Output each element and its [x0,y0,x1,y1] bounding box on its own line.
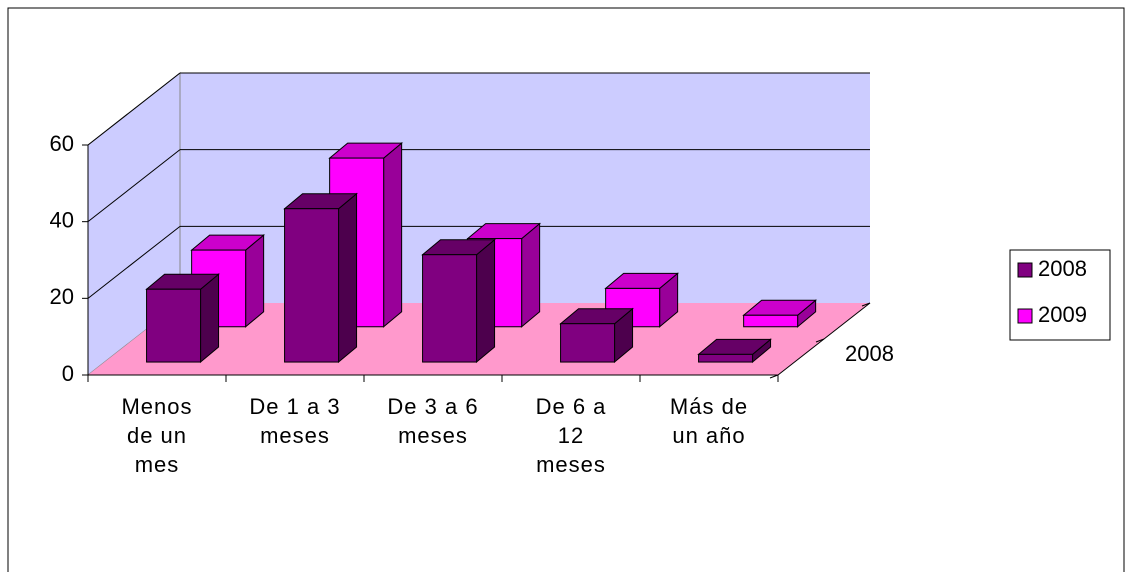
y-tick-label: 0 [62,361,74,386]
bar-side [521,222,541,328]
grid-line [87,149,181,223]
depth-label: 2008 [845,341,894,366]
legend-swatch [1017,308,1033,324]
bar [698,353,754,363]
depth-tick [815,338,825,343]
x-tick-label: De 3 a 6 meses [387,394,479,448]
grid-line [87,225,181,299]
bar [146,288,202,363]
x-tick-label: Más de un año [669,394,749,448]
y-tick-label: 60 [50,131,74,156]
x-tick-label: De 6 a 12 meses [535,394,607,477]
bar [743,314,799,328]
depth-tick [861,302,871,307]
bar [284,208,340,363]
x-tick-label: De 1 a 3 meses [249,394,341,448]
legend-label: 2009 [1038,302,1087,327]
bar [422,254,478,363]
bar-side [383,142,403,328]
y-tick-label: 40 [50,207,74,232]
y-tick-label: 20 [50,284,74,309]
bar-side [245,234,265,328]
bar-side [476,238,496,364]
bar-side [338,192,358,364]
x-tick-label: Menos de un mes [121,394,193,477]
legend-swatch [1017,262,1033,278]
bar [560,323,616,363]
legend-label: 2008 [1038,256,1087,281]
grid-line [87,72,181,146]
